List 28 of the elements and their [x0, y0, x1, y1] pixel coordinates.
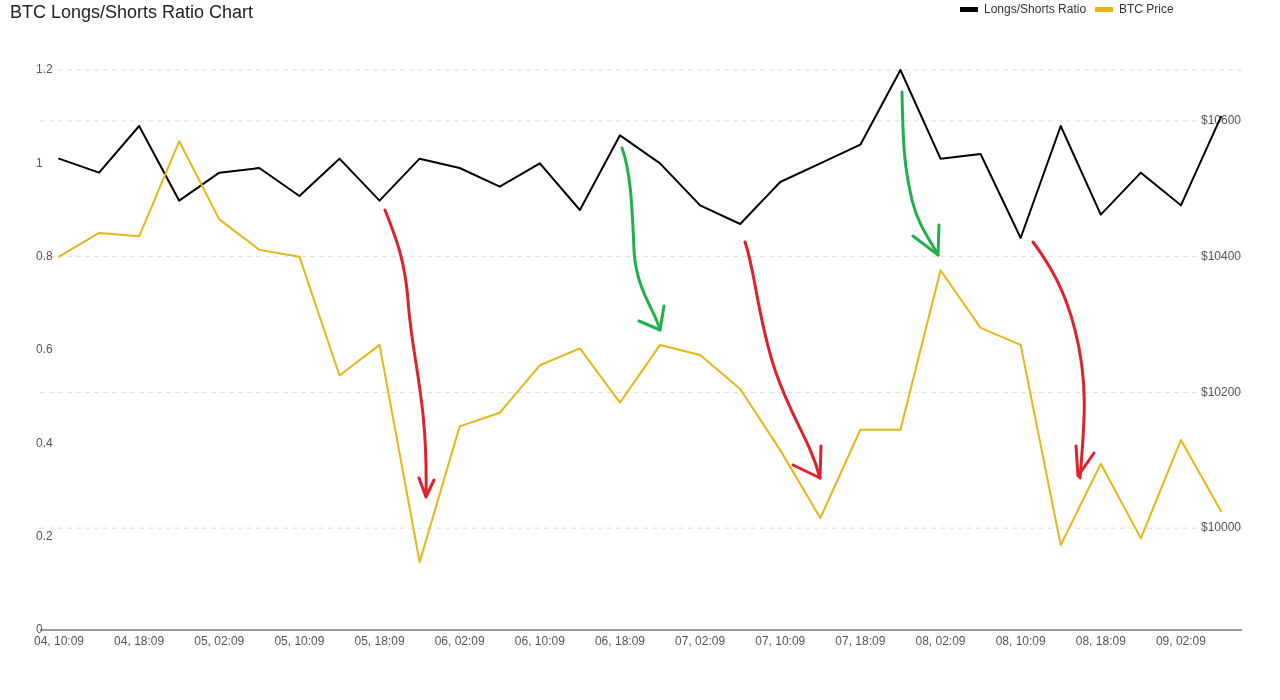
x-tick-label: 07, 02:09 — [675, 634, 726, 648]
y-tick-label: 0.6 — [36, 342, 54, 357]
y-tick-label: 0.8 — [36, 248, 54, 263]
y-tick-label: 1 — [36, 155, 43, 170]
y2-tick-label: $10400 — [1200, 248, 1242, 263]
x-tick-label: 05, 18:09 — [354, 634, 405, 648]
chart-title: BTC Longs/Shorts Ratio Chart — [10, 2, 254, 22]
x-tick-label: 06, 02:09 — [434, 634, 486, 648]
x-tick-label: 08, 18:09 — [1075, 634, 1127, 648]
x-tick-label: 04, 10:09 — [33, 634, 85, 648]
y-tick-label: 0.4 — [36, 435, 54, 450]
x-tick-label: 08, 02:09 — [915, 634, 966, 648]
x-tick-label: 09, 02:09 — [1155, 634, 1207, 648]
x-tick-label: 06, 10:09 — [514, 634, 566, 648]
x-tick-label: 07, 18:09 — [835, 634, 886, 648]
x-tick-label: 08, 10:09 — [995, 634, 1046, 648]
x-tick-label: 05, 02:09 — [194, 634, 245, 648]
x-tick-label: 04, 18:09 — [114, 634, 165, 648]
y-tick-label: 0 — [36, 622, 43, 637]
y-tick-label: 1.2 — [36, 62, 54, 77]
y2-tick-label: $10000 — [1200, 520, 1242, 535]
legend-label: BTC Price — [1119, 2, 1174, 17]
y2-tick-label: $10200 — [1200, 384, 1242, 399]
y-tick-label: 0.2 — [36, 528, 54, 543]
legend-label: Longs/Shorts Ratio — [984, 2, 1087, 17]
x-tick-label: 07, 10:09 — [755, 634, 806, 648]
x-tick-label: 06, 18:09 — [594, 634, 646, 648]
x-tick-label: 05, 10:09 — [274, 634, 325, 648]
